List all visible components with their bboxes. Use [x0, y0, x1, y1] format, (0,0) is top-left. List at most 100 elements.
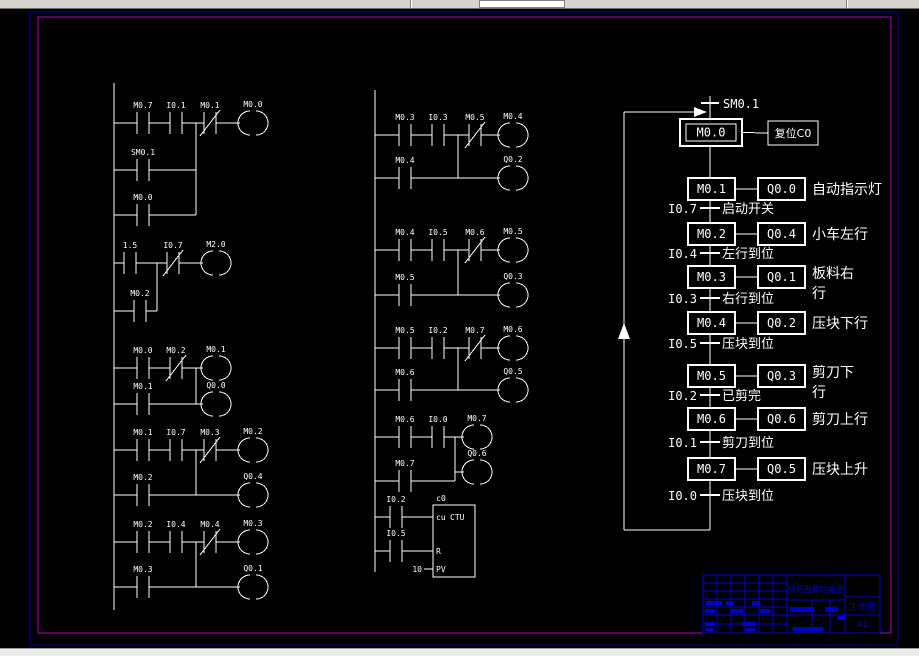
coil-symbol	[255, 110, 269, 136]
coil-label: Q0.4	[243, 472, 262, 481]
transition-description: 右行到位	[722, 292, 774, 307]
action-label: Q0.4	[767, 227, 796, 241]
contact-label: M0.2	[166, 346, 185, 355]
counter-type: CTU	[450, 513, 465, 522]
counter-name: c0	[436, 494, 446, 503]
coil-symbol	[497, 237, 511, 263]
title-block-sheet: A1	[857, 620, 868, 629]
title-block	[702, 574, 881, 634]
contact-label: M0.2	[133, 520, 152, 529]
step-label: M0.2	[697, 227, 726, 241]
title-block-text-mark	[705, 628, 713, 631]
counter-pin-pv: PV	[436, 565, 446, 574]
coil-symbol	[237, 529, 251, 555]
counter-pin-cu: cu	[436, 513, 446, 522]
nc-slash	[199, 436, 221, 464]
coil-symbol	[515, 122, 529, 148]
contact-label: I0.3	[428, 113, 447, 122]
contact-label: M0.1	[133, 428, 152, 437]
coil-symbol	[255, 482, 269, 508]
coil-symbol	[497, 335, 511, 361]
title-block-text-mark	[706, 601, 722, 605]
contact-label: M0.3	[395, 113, 414, 122]
step-label: M0.1	[697, 182, 726, 196]
coil-symbol	[200, 391, 214, 417]
title-block-text-mark	[826, 607, 838, 612]
contact-label: I0.5	[386, 529, 405, 538]
step-label: M0.6	[697, 412, 726, 426]
title-block-text-mark	[793, 627, 823, 631]
coil-label: M0.5	[503, 227, 522, 236]
nc-slash	[199, 528, 221, 556]
transition-label: SM0.1	[723, 97, 759, 111]
transition-label: I0.2	[668, 389, 697, 403]
contact-label: M0.2	[133, 473, 152, 482]
action-description: 剪刀上行	[812, 412, 868, 428]
action-description: 压块上升	[812, 462, 868, 478]
coil-symbol	[497, 377, 511, 403]
coil-label: Q0.0	[206, 381, 225, 390]
drawing-frame-inner	[37, 16, 892, 634]
coil-label: M0.1	[206, 345, 225, 354]
counter-preset-value: 10	[412, 565, 422, 574]
coil-label: M0.7	[467, 414, 486, 423]
coil-symbol	[515, 377, 529, 403]
nc-slash	[464, 236, 486, 264]
action-box	[757, 222, 806, 246]
counter-box	[432, 504, 476, 578]
coil-symbol	[200, 250, 214, 276]
toolbar-separator	[846, 0, 848, 8]
action-description: 板料右	[812, 266, 854, 282]
nc-slash	[464, 121, 486, 149]
contact-label: I0.2	[428, 326, 447, 335]
action-box	[757, 364, 806, 388]
action-description: 行	[812, 385, 826, 401]
contact-label: I0.7	[166, 428, 185, 437]
title-block-text-mark	[705, 622, 715, 626]
coil-label: Q0.5	[503, 367, 522, 376]
transition-description: 压块到位	[722, 337, 774, 352]
initial-step-box-inner	[685, 123, 737, 142]
action-description: 小车左行	[812, 226, 868, 243]
transition-label: I0.0	[668, 489, 697, 503]
step-label: M0.4	[697, 316, 726, 330]
coil-symbol	[515, 237, 529, 263]
action-box	[757, 311, 806, 335]
toolbar	[0, 0, 919, 9]
action-box	[767, 120, 819, 146]
step-label: M0.3	[697, 270, 726, 284]
action-box	[757, 177, 806, 201]
coil-symbol	[255, 437, 269, 463]
coil-label: Q0.6	[467, 449, 486, 458]
transition-description: 压块到位	[722, 489, 774, 504]
counter-pin-r: R	[436, 547, 441, 556]
transition-label: I0.4	[668, 247, 697, 261]
arrow-up-icon	[618, 323, 630, 339]
contact-label: M0.2	[130, 289, 149, 298]
status-bar	[0, 648, 919, 656]
contact-label: M0.4	[395, 156, 414, 165]
contact-label: M0.0	[133, 193, 152, 202]
contact-label: M0.4	[395, 228, 414, 237]
contact-label: M0.3	[133, 565, 152, 574]
title-block-text-mark	[726, 601, 734, 605]
action-box	[757, 265, 806, 289]
contact-label: SM0.1	[131, 148, 155, 157]
transition-description: 左行到位	[722, 247, 774, 262]
nc-slash	[464, 334, 486, 362]
contact-label: M0.5	[395, 273, 414, 282]
coil-symbol	[497, 122, 511, 148]
step-label: M0.5	[697, 369, 726, 383]
title-block-text-mark	[838, 616, 846, 620]
action-label: Q0.0	[767, 182, 796, 196]
contact-label: I0.2	[386, 495, 405, 504]
toolbar-combobox[interactable]	[479, 0, 565, 8]
title-block-text-mark	[705, 609, 715, 613]
action-label: 复位C0	[775, 126, 812, 140]
coil-symbol	[461, 459, 475, 485]
contact-label: M0.1	[200, 101, 219, 110]
action-label: Q0.3	[767, 369, 796, 383]
contact-label: 1.5	[123, 241, 138, 250]
